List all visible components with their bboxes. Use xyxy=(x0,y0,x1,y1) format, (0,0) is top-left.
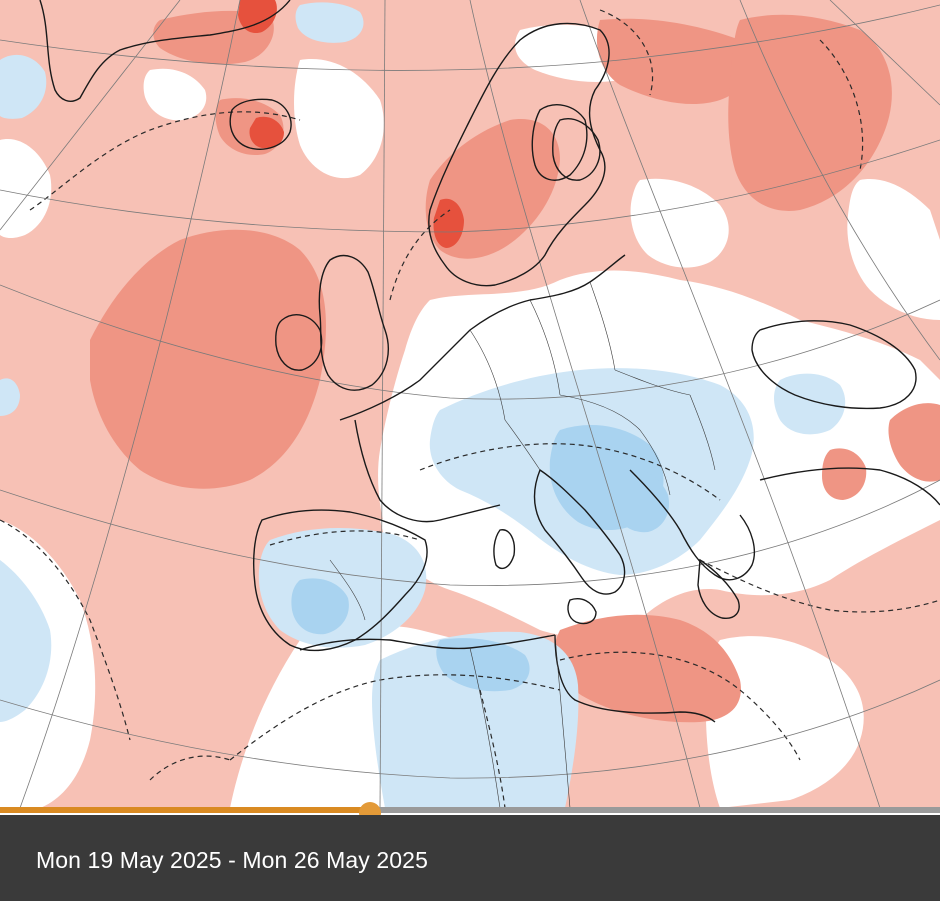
coastlines xyxy=(39,0,940,723)
anomaly-contours xyxy=(0,9,940,808)
moderate-cold-areas xyxy=(291,425,670,692)
timeline-progress xyxy=(0,807,370,813)
country-borders xyxy=(329,281,716,808)
date-range-label: Mon 19 May 2025 - Mon 26 May 2025 xyxy=(36,847,428,873)
graticule xyxy=(0,0,940,808)
caption-bar: Mon 19 May 2025 - Mon 26 May 2025 xyxy=(0,815,940,901)
strong-warm-areas xyxy=(238,0,464,248)
timeline-track[interactable] xyxy=(0,807,940,813)
map-canvas xyxy=(0,0,940,808)
moderate-warm-areas xyxy=(90,10,940,723)
timeline-slider[interactable] xyxy=(0,802,940,824)
anomaly-map xyxy=(0,0,940,808)
